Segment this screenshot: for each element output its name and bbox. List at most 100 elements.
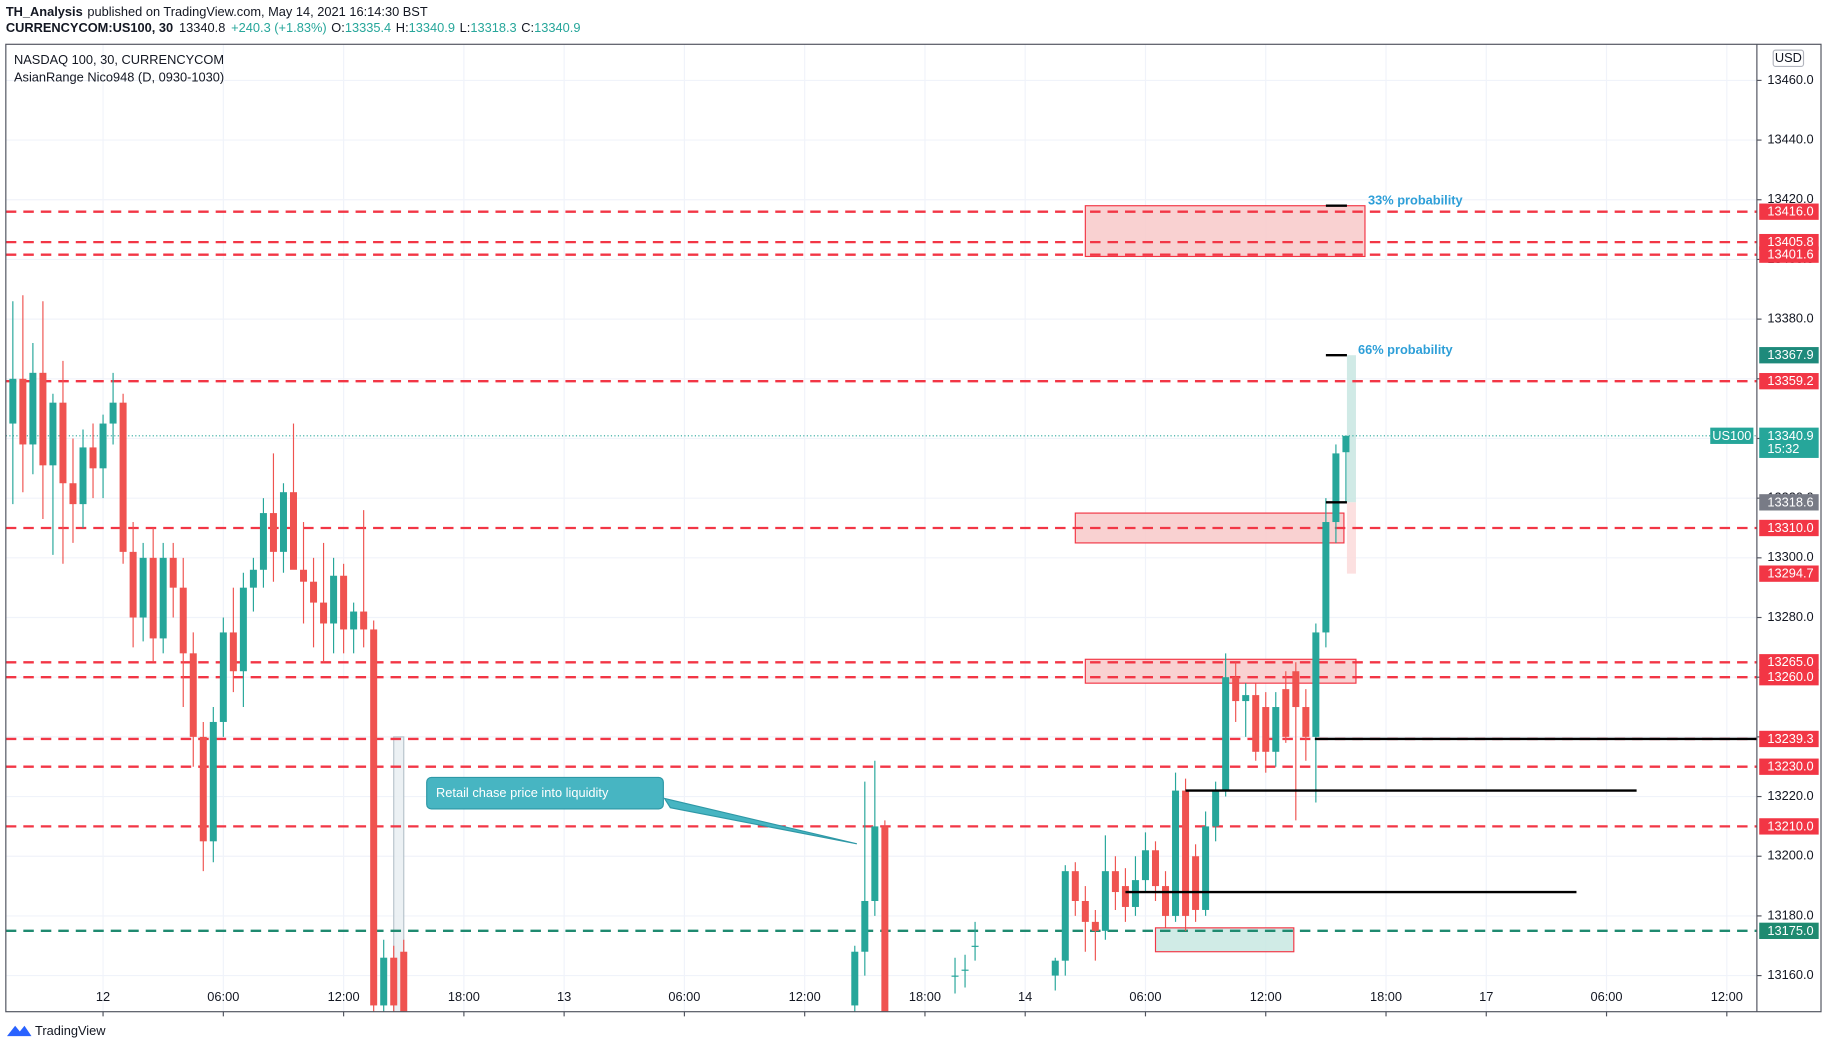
candle-body: [310, 581, 318, 603]
candle-body: [269, 513, 277, 552]
price-label: 13260.0: [1767, 669, 1813, 684]
candle-body: [330, 575, 338, 624]
candle-body: [169, 557, 177, 588]
grid: [5, 44, 1757, 1012]
footer: TradingView: [35, 1023, 106, 1038]
candle-body: [9, 378, 17, 424]
candle-body: [99, 423, 107, 469]
candle-body: [1091, 921, 1099, 931]
y-tick-label: 13180.0: [1767, 907, 1813, 922]
candle-body: [300, 569, 308, 582]
candle-body: [1182, 790, 1190, 916]
price-label-box: [1759, 519, 1819, 537]
published: published on TradingView.com, May 14, 20…: [87, 4, 427, 19]
price-label-box: [1759, 373, 1819, 390]
price: 13340.8: [179, 21, 225, 36]
candle-body: [380, 957, 388, 1006]
ohlc-value: 13340.9: [534, 21, 580, 36]
logo-icon: [6, 1025, 32, 1037]
candle-body: [1162, 886, 1170, 916]
candle-body: [19, 378, 27, 445]
candle-body: [209, 721, 217, 842]
candle-body: [289, 492, 297, 570]
price-label: 13210.0: [1767, 818, 1813, 833]
x-tick-label: 12:00: [1250, 989, 1282, 1004]
zone: [1154, 927, 1295, 953]
candle-body: [259, 513, 267, 570]
x-tick-label: 17: [1479, 989, 1493, 1004]
candle-body: [1172, 790, 1180, 916]
candle-body: [1292, 671, 1300, 708]
candle-body: [1212, 790, 1220, 827]
candle-body: [1232, 677, 1240, 702]
price-label: 13405.8: [1767, 234, 1813, 249]
symbol-line: CURRENCYCOM:US100, 30 13340.8 +240.3 (+1.8…: [6, 21, 581, 36]
x-tick-label: 12: [96, 989, 110, 1004]
currency-box: [1772, 49, 1805, 68]
candle-body: [79, 447, 87, 505]
candle-body: [1141, 850, 1149, 881]
ohlc-key: H:: [396, 21, 409, 36]
candle-body: [159, 557, 167, 639]
candle-body: [1131, 880, 1139, 907]
candle-body: [951, 975, 959, 977]
candle-body: [1242, 695, 1250, 702]
last-price-label: 13340.9: [1767, 428, 1813, 443]
x-tick-label: 06:00: [1129, 989, 1161, 1004]
y-tick-label: 13220.0: [1767, 788, 1813, 803]
frame: [5, 43, 1822, 1013]
candle-body: [1272, 707, 1280, 752]
candle-body: [89, 447, 97, 469]
y-tick-label: 13200.0: [1767, 848, 1813, 863]
x-tick-label: 12:00: [789, 989, 821, 1004]
callout: Retail chase price into liquidity: [426, 776, 858, 845]
annotation: 66% probability: [1358, 342, 1454, 357]
currency: USD: [1775, 50, 1802, 65]
candle-body: [1282, 689, 1290, 737]
last-price-box: [1759, 427, 1819, 458]
candle-body: [881, 826, 889, 1012]
candle-body: [179, 587, 187, 654]
candle-body: [390, 957, 398, 1006]
price-label-box: [1759, 347, 1819, 364]
candle-body: [871, 826, 879, 901]
zone: [393, 736, 405, 1012]
candle-body: [69, 483, 77, 505]
author: TH_Analysis: [6, 4, 83, 19]
price-label-box: [1759, 565, 1819, 582]
y-tick-label: 13440.0: [1767, 131, 1813, 146]
candle-body: [360, 611, 368, 630]
candle-body: [1111, 871, 1119, 893]
candle-body: [1151, 850, 1159, 887]
candle-body: [189, 653, 197, 737]
candle-body: [320, 602, 328, 624]
publish-line: TH_Analysis published on TradingView.com,…: [6, 4, 428, 19]
zone: [1074, 512, 1345, 544]
candle-body: [1202, 826, 1210, 910]
zone: [1346, 502, 1356, 574]
candle-body: [279, 492, 287, 552]
candle-body: [1101, 871, 1109, 931]
candle-body: [1061, 871, 1069, 961]
callout-text: Retail chase price into liquidity: [436, 785, 609, 800]
price-label: 13294.7: [1767, 566, 1813, 581]
candle-body: [229, 632, 237, 672]
annotation: 33% probability: [1368, 192, 1464, 207]
callout-box: [426, 776, 664, 810]
price-label-box: [1759, 730, 1819, 748]
ohlc-key: L:: [460, 21, 471, 36]
price-label-box: [1759, 654, 1819, 671]
y-tick-label: 13280.0: [1767, 609, 1813, 624]
candle-body: [1322, 522, 1330, 633]
countdown: 15:32: [1767, 441, 1799, 456]
candle-body: [129, 551, 137, 618]
price-label-box: [1759, 669, 1819, 686]
plot-area: [5, 204, 1757, 1012]
ohlc-value: 13335.4: [345, 21, 391, 36]
x-tick-label: 18:00: [1370, 989, 1402, 1004]
candle-body: [29, 372, 37, 445]
x-tick-label: 14: [1018, 989, 1032, 1004]
callout-pointer: [663, 797, 858, 845]
